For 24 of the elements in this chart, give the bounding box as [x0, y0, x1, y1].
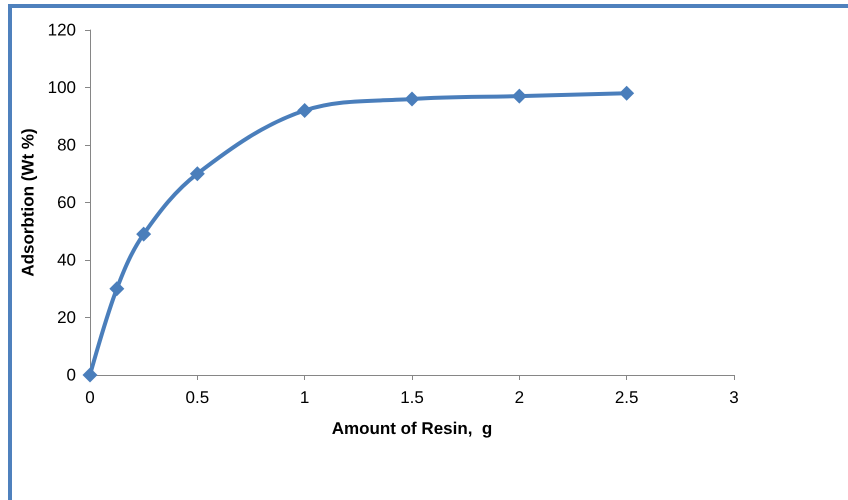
y-tick-label: 60	[57, 193, 76, 212]
y-tick-label: 100	[48, 78, 76, 97]
point	[82, 368, 98, 382]
point	[297, 103, 312, 118]
x-tick-label: 3	[729, 388, 739, 407]
y-tick-label: 120	[48, 20, 76, 40]
x-tick-label: 1.5	[400, 388, 424, 407]
y-tick-label: 40	[57, 250, 76, 270]
y-tick-label: 20	[57, 308, 76, 327]
y-tick-label: 0	[66, 366, 76, 384]
point	[190, 166, 205, 182]
x-tick-label: 2	[514, 388, 524, 407]
x-axis-title: Amount of Resin, g	[332, 419, 492, 438]
point	[512, 88, 527, 104]
x-tick-label: 0.5	[186, 388, 210, 407]
y-axis-title: Adsorbtion (Wt %)	[18, 128, 38, 277]
x-tick-label: 2.5	[614, 388, 638, 407]
y-tick-label: 80	[57, 136, 76, 154]
point	[109, 281, 124, 296]
x-tick-label: 1	[300, 388, 310, 407]
point	[404, 92, 420, 106]
point	[136, 226, 152, 242]
point	[619, 86, 634, 101]
x-tick-label: 0	[85, 388, 95, 407]
